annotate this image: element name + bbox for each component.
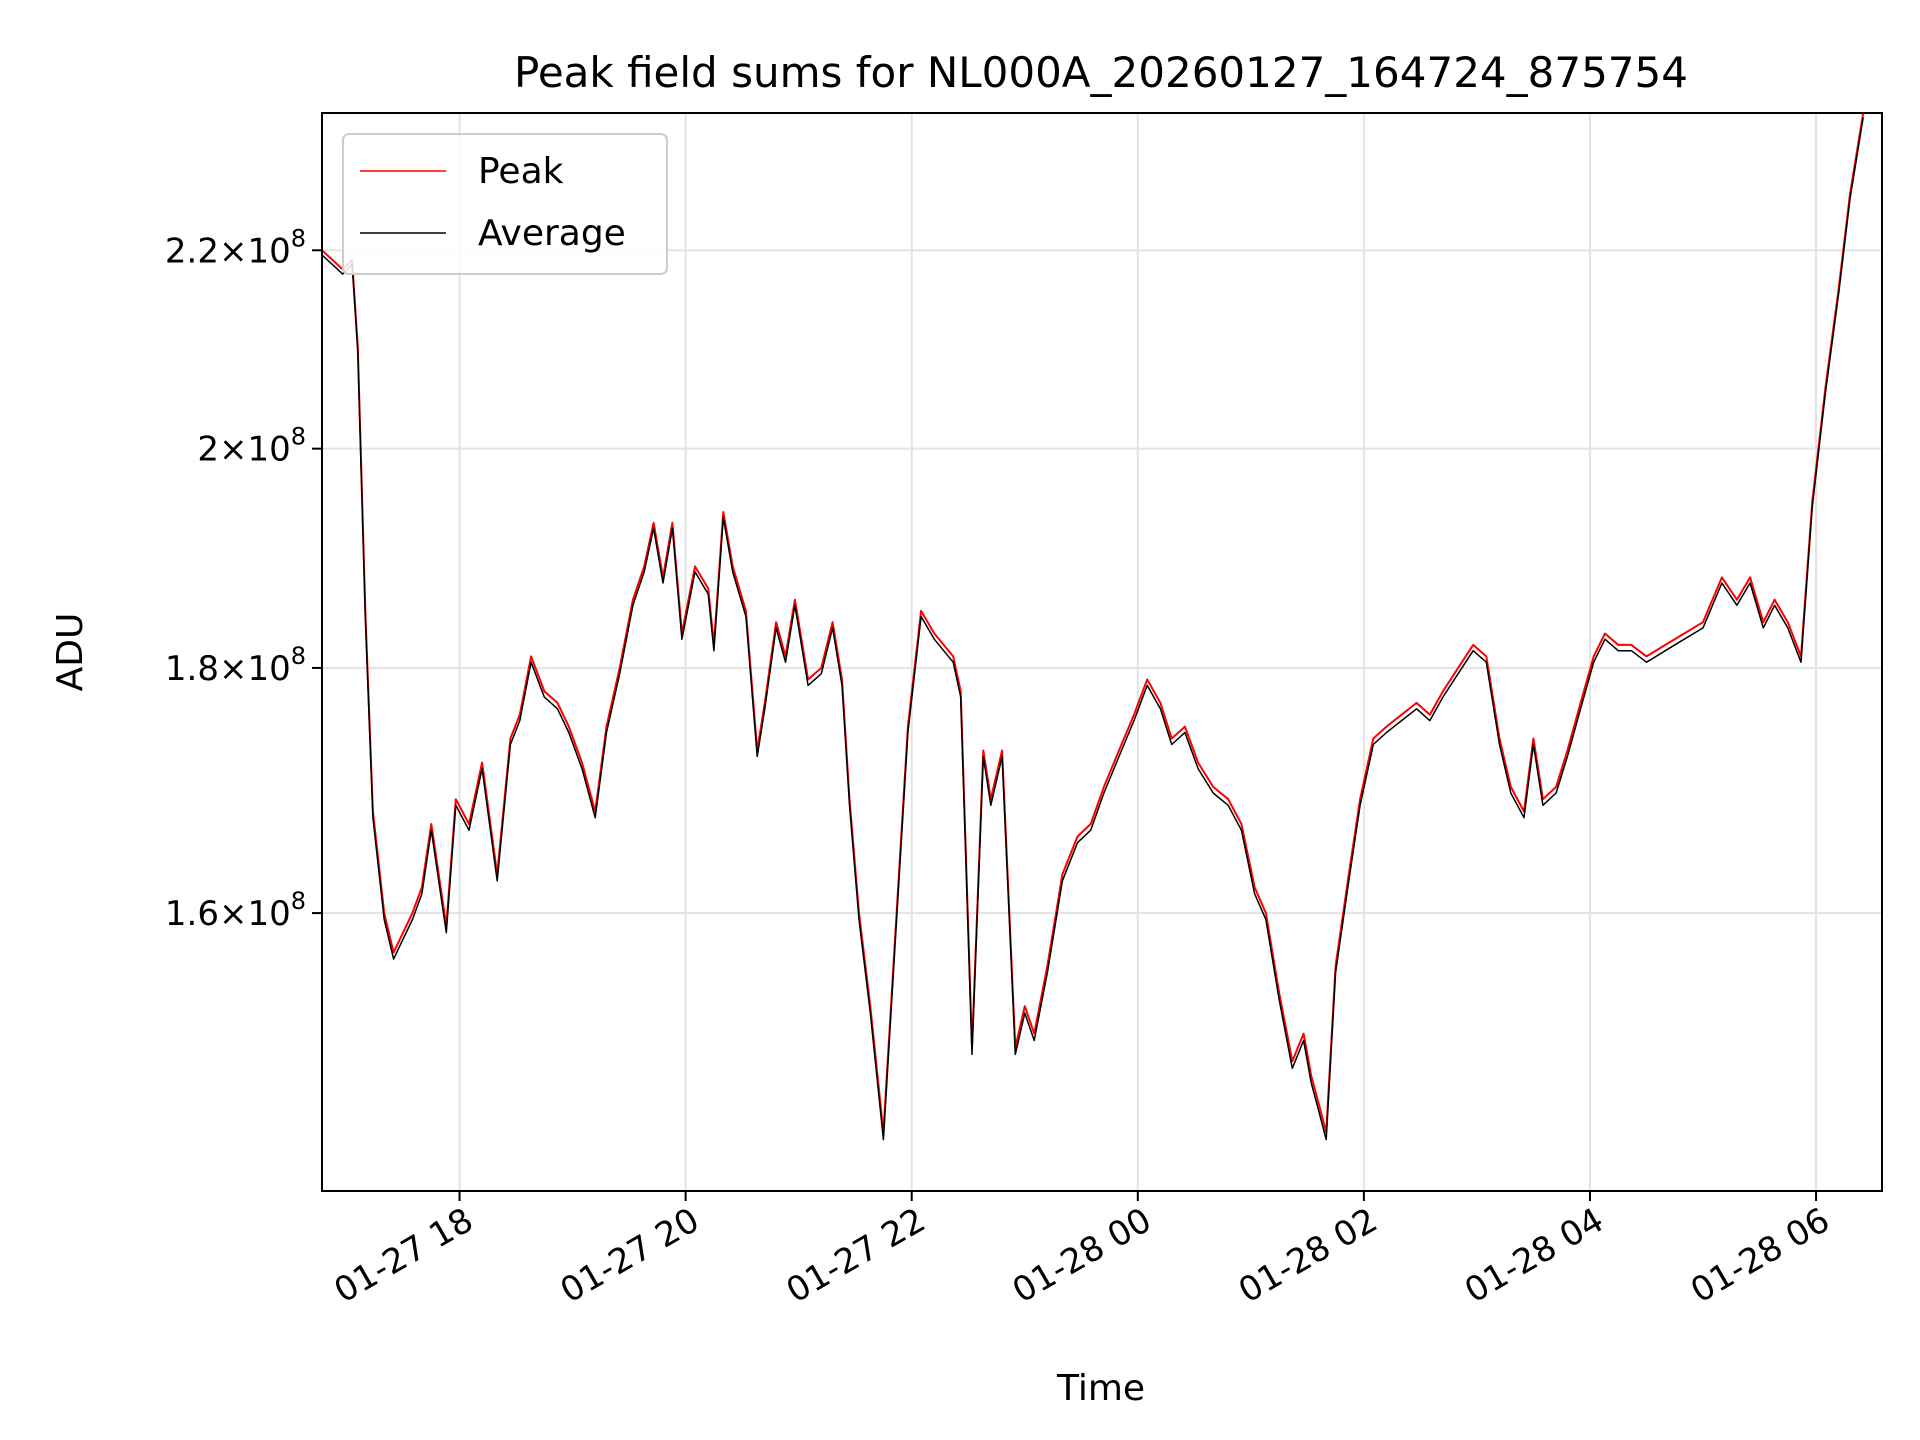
y-tick-exponent: 8 [291, 423, 306, 451]
plot-frame [321, 112, 1883, 1192]
y-tick-mantissa: 1.8×10 [165, 649, 291, 689]
legend-label-average: Average [478, 213, 626, 254]
y-tick-mantissa: 2×10 [197, 430, 290, 470]
series-layer [321, 112, 1865, 1141]
y-tick-exponent: 8 [291, 642, 306, 670]
chart-title: Peak field sums for NL000A_20260127_1647… [514, 48, 1688, 97]
legend-box [342, 133, 668, 275]
series-line-average [321, 117, 1864, 1141]
x-axis-label: Time [1056, 1368, 1145, 1409]
y-tick-exponent: 8 [291, 224, 306, 252]
y-tick-mantissa: 1.6×10 [165, 894, 291, 934]
y-tick-mantissa: 2.2×10 [165, 231, 291, 271]
y-tick-label: 1.8×108 [165, 642, 306, 689]
series-line-peak [321, 112, 1865, 1134]
y-tick-label: 2×108 [197, 423, 306, 470]
grid [322, 113, 1882, 1191]
y-tick-label: 2.2×108 [165, 224, 306, 271]
y-tick-label: 1.6×108 [165, 887, 306, 934]
y-axis-label: ADU [50, 613, 91, 692]
y-tick-exponent: 8 [291, 887, 306, 915]
legend-label-peak: Peak [478, 151, 564, 192]
legend: Peak Average [342, 133, 668, 275]
